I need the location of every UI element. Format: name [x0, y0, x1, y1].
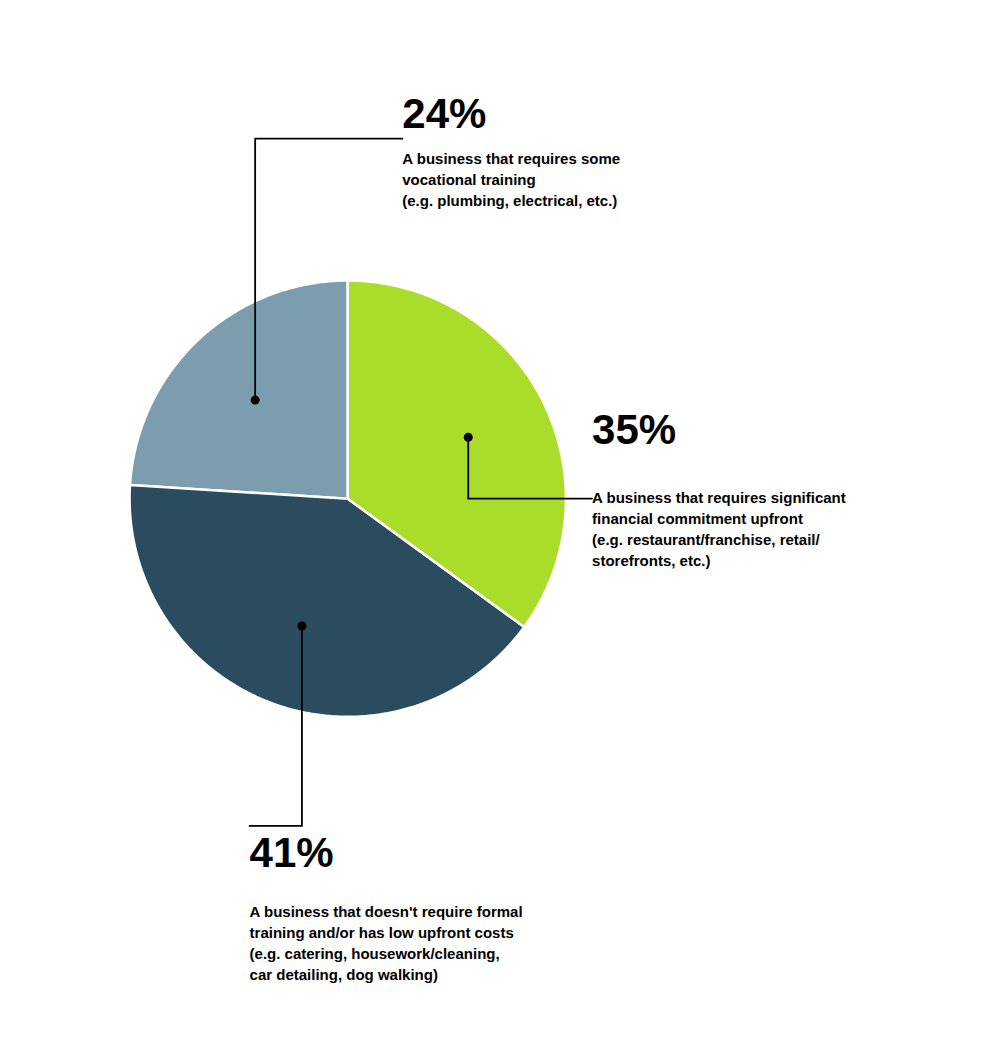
svg-text:24%: 24% [402, 90, 486, 137]
svg-text:41%: 41% [250, 829, 334, 876]
svg-text:35%: 35% [592, 406, 676, 453]
svg-text:A business that doesn't requir: A business that doesn't require formaltr… [250, 903, 523, 983]
svg-text:A business that requires signi: A business that requires significantfina… [592, 489, 846, 569]
svg-text:A business that requires somev: A business that requires somevocational … [402, 151, 620, 210]
